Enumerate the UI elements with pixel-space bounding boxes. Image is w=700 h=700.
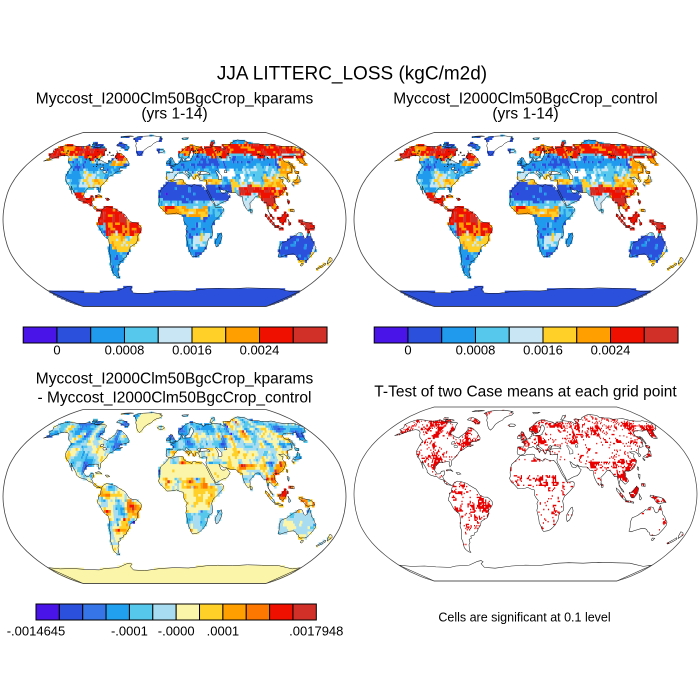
svg-text:Myccost_I2000Clm50BgcCrop_kpar: Myccost_I2000Clm50BgcCrop_kparams [36, 371, 314, 388]
svg-text:.0001: .0001 [207, 624, 240, 639]
svg-text:0.0008: 0.0008 [456, 343, 496, 358]
svg-text:T-Test of two Case means at ea: T-Test of two Case means at each grid po… [374, 384, 677, 401]
svg-text:-.0000: -.0000 [158, 624, 195, 639]
svg-text:-.0001: -.0001 [111, 624, 148, 639]
svg-text:JJA LITTERC_LOSS (kgC/m2d): JJA LITTERC_LOSS (kgC/m2d) [217, 64, 487, 85]
svg-text:(yrs 1-14): (yrs 1-14) [141, 106, 207, 123]
svg-text:-.0014645: -.0014645 [7, 624, 66, 639]
svg-text:0.0024: 0.0024 [240, 343, 280, 358]
svg-text:0: 0 [53, 343, 60, 358]
svg-text:0.0016: 0.0016 [523, 343, 563, 358]
svg-text:Cells are significant at 0.1 l: Cells are significant at 0.1 level [438, 611, 610, 625]
svg-text:0.0016: 0.0016 [172, 343, 212, 358]
svg-text:0.0024: 0.0024 [591, 343, 631, 358]
svg-text:Myccost_I2000Clm50BgcCrop_kpar: Myccost_I2000Clm50BgcCrop_kparams [36, 91, 314, 108]
svg-text:Myccost_I2000Clm50BgcCrop_cont: Myccost_I2000Clm50BgcCrop_control [393, 91, 657, 108]
svg-text:0.0008: 0.0008 [105, 343, 145, 358]
svg-text:0: 0 [404, 343, 411, 358]
svg-text:.0017948: .0017948 [289, 624, 343, 639]
svg-text:- Myccost_I2000Clm50BgcCrop_co: - Myccost_I2000Clm50BgcCrop_control [38, 390, 312, 407]
svg-text:(yrs 1-14): (yrs 1-14) [492, 106, 558, 123]
